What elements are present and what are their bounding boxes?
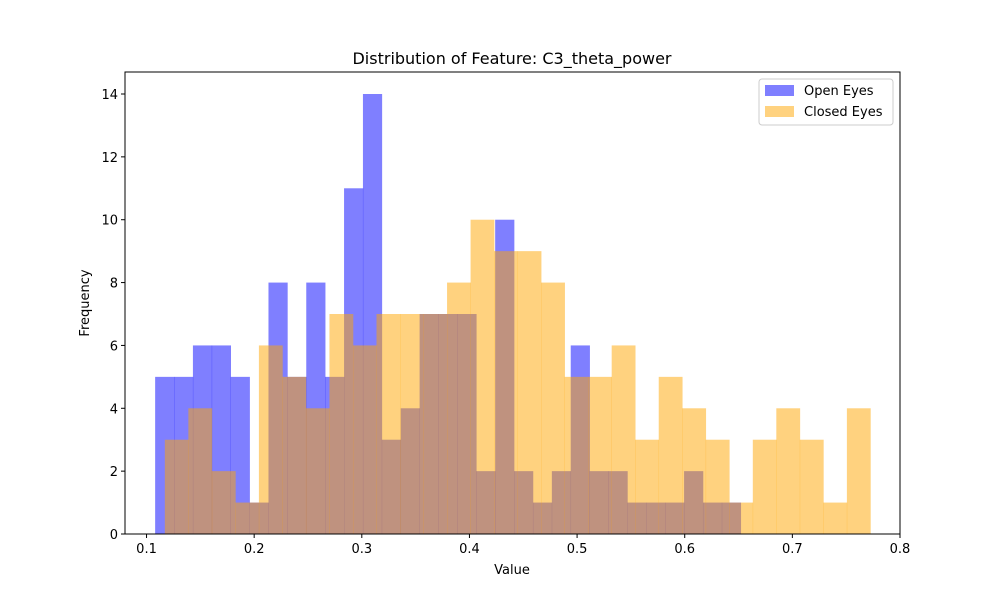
closed-eyes-bar [282,376,307,534]
closed-eyes-bar [823,502,848,534]
y-axis-label: Frequency [78,269,93,336]
closed-eyes-bar [352,345,377,534]
y-tick-label: 8 [110,277,118,292]
legend-label-open-eyes: Open Eyes [804,84,874,99]
closed-eyes-bar [423,314,448,534]
x-tick-label: 0.8 [890,542,911,557]
closed-eyes-bar [305,408,330,534]
closed-eyes-bar [188,408,213,534]
closed-eyes-bar [447,282,471,534]
legend: Open Eyes Closed Eyes [758,78,894,126]
closed-eyes-bar [846,408,871,534]
closed-eyes-bar [329,314,354,534]
closed-eyes-bar [776,408,801,534]
x-axis-label: Value [494,563,530,578]
closed-eyes-bar [588,376,612,534]
x-tick-label: 0.7 [782,542,803,557]
x-tick-label: 0.3 [351,542,372,557]
closed-eyes-bar [470,219,495,534]
y-tick-label: 0 [110,528,118,543]
y-tick-label: 12 [101,151,118,166]
x-tick-label: 0.2 [244,542,265,557]
closed-eyes-bar [729,502,754,534]
y-tick-label: 4 [110,402,118,417]
x-tick-label: 0.6 [674,542,695,557]
legend-swatch-open-eyes [765,85,794,96]
closed-eyes-bar [682,408,707,534]
legend-label-closed-eyes: Closed Eyes [804,105,883,120]
closed-eyes-bar [164,439,189,534]
x-tick-label: 0.1 [136,542,157,557]
closed-eyes-bar [541,282,565,534]
y-tick-label: 14 [101,88,118,103]
closed-eyes-bar [799,439,824,534]
closed-eyes-bar [376,314,401,534]
chart-title: Distribution of Feature: C3_theta_power [352,49,671,69]
y-tick-label: 6 [110,339,118,354]
closed-eyes-bar [658,376,683,534]
closed-eyes-bar [517,251,542,534]
x-tick-label: 0.5 [567,542,588,557]
legend-swatch-closed-eyes [765,106,794,117]
plot-frame [124,71,901,535]
y-tick-label: 2 [110,465,118,480]
closed-eyes-bar [635,439,660,534]
y-tick-label: 10 [101,214,118,229]
closed-eyes-bar [611,345,636,534]
closed-eyes-bar [705,439,730,534]
x-axis-ticks: 0.1 0.2 0.3 0.4 0.5 0.6 0.7 0.8 [136,534,910,557]
closed-eyes-bar [258,345,283,534]
closed-eyes-bar [235,502,260,534]
closed-eyes-bar [211,471,236,534]
y-axis-ticks: 0 2 4 6 8 10 12 14 [101,88,125,543]
x-tick-label: 0.4 [459,542,480,557]
closed-eyes-bar [494,251,518,534]
closed-eyes-bar [564,376,589,534]
closed-eyes-bar [400,314,424,534]
closed-eyes-bar [752,439,777,534]
closed-eyes-series [164,219,871,534]
